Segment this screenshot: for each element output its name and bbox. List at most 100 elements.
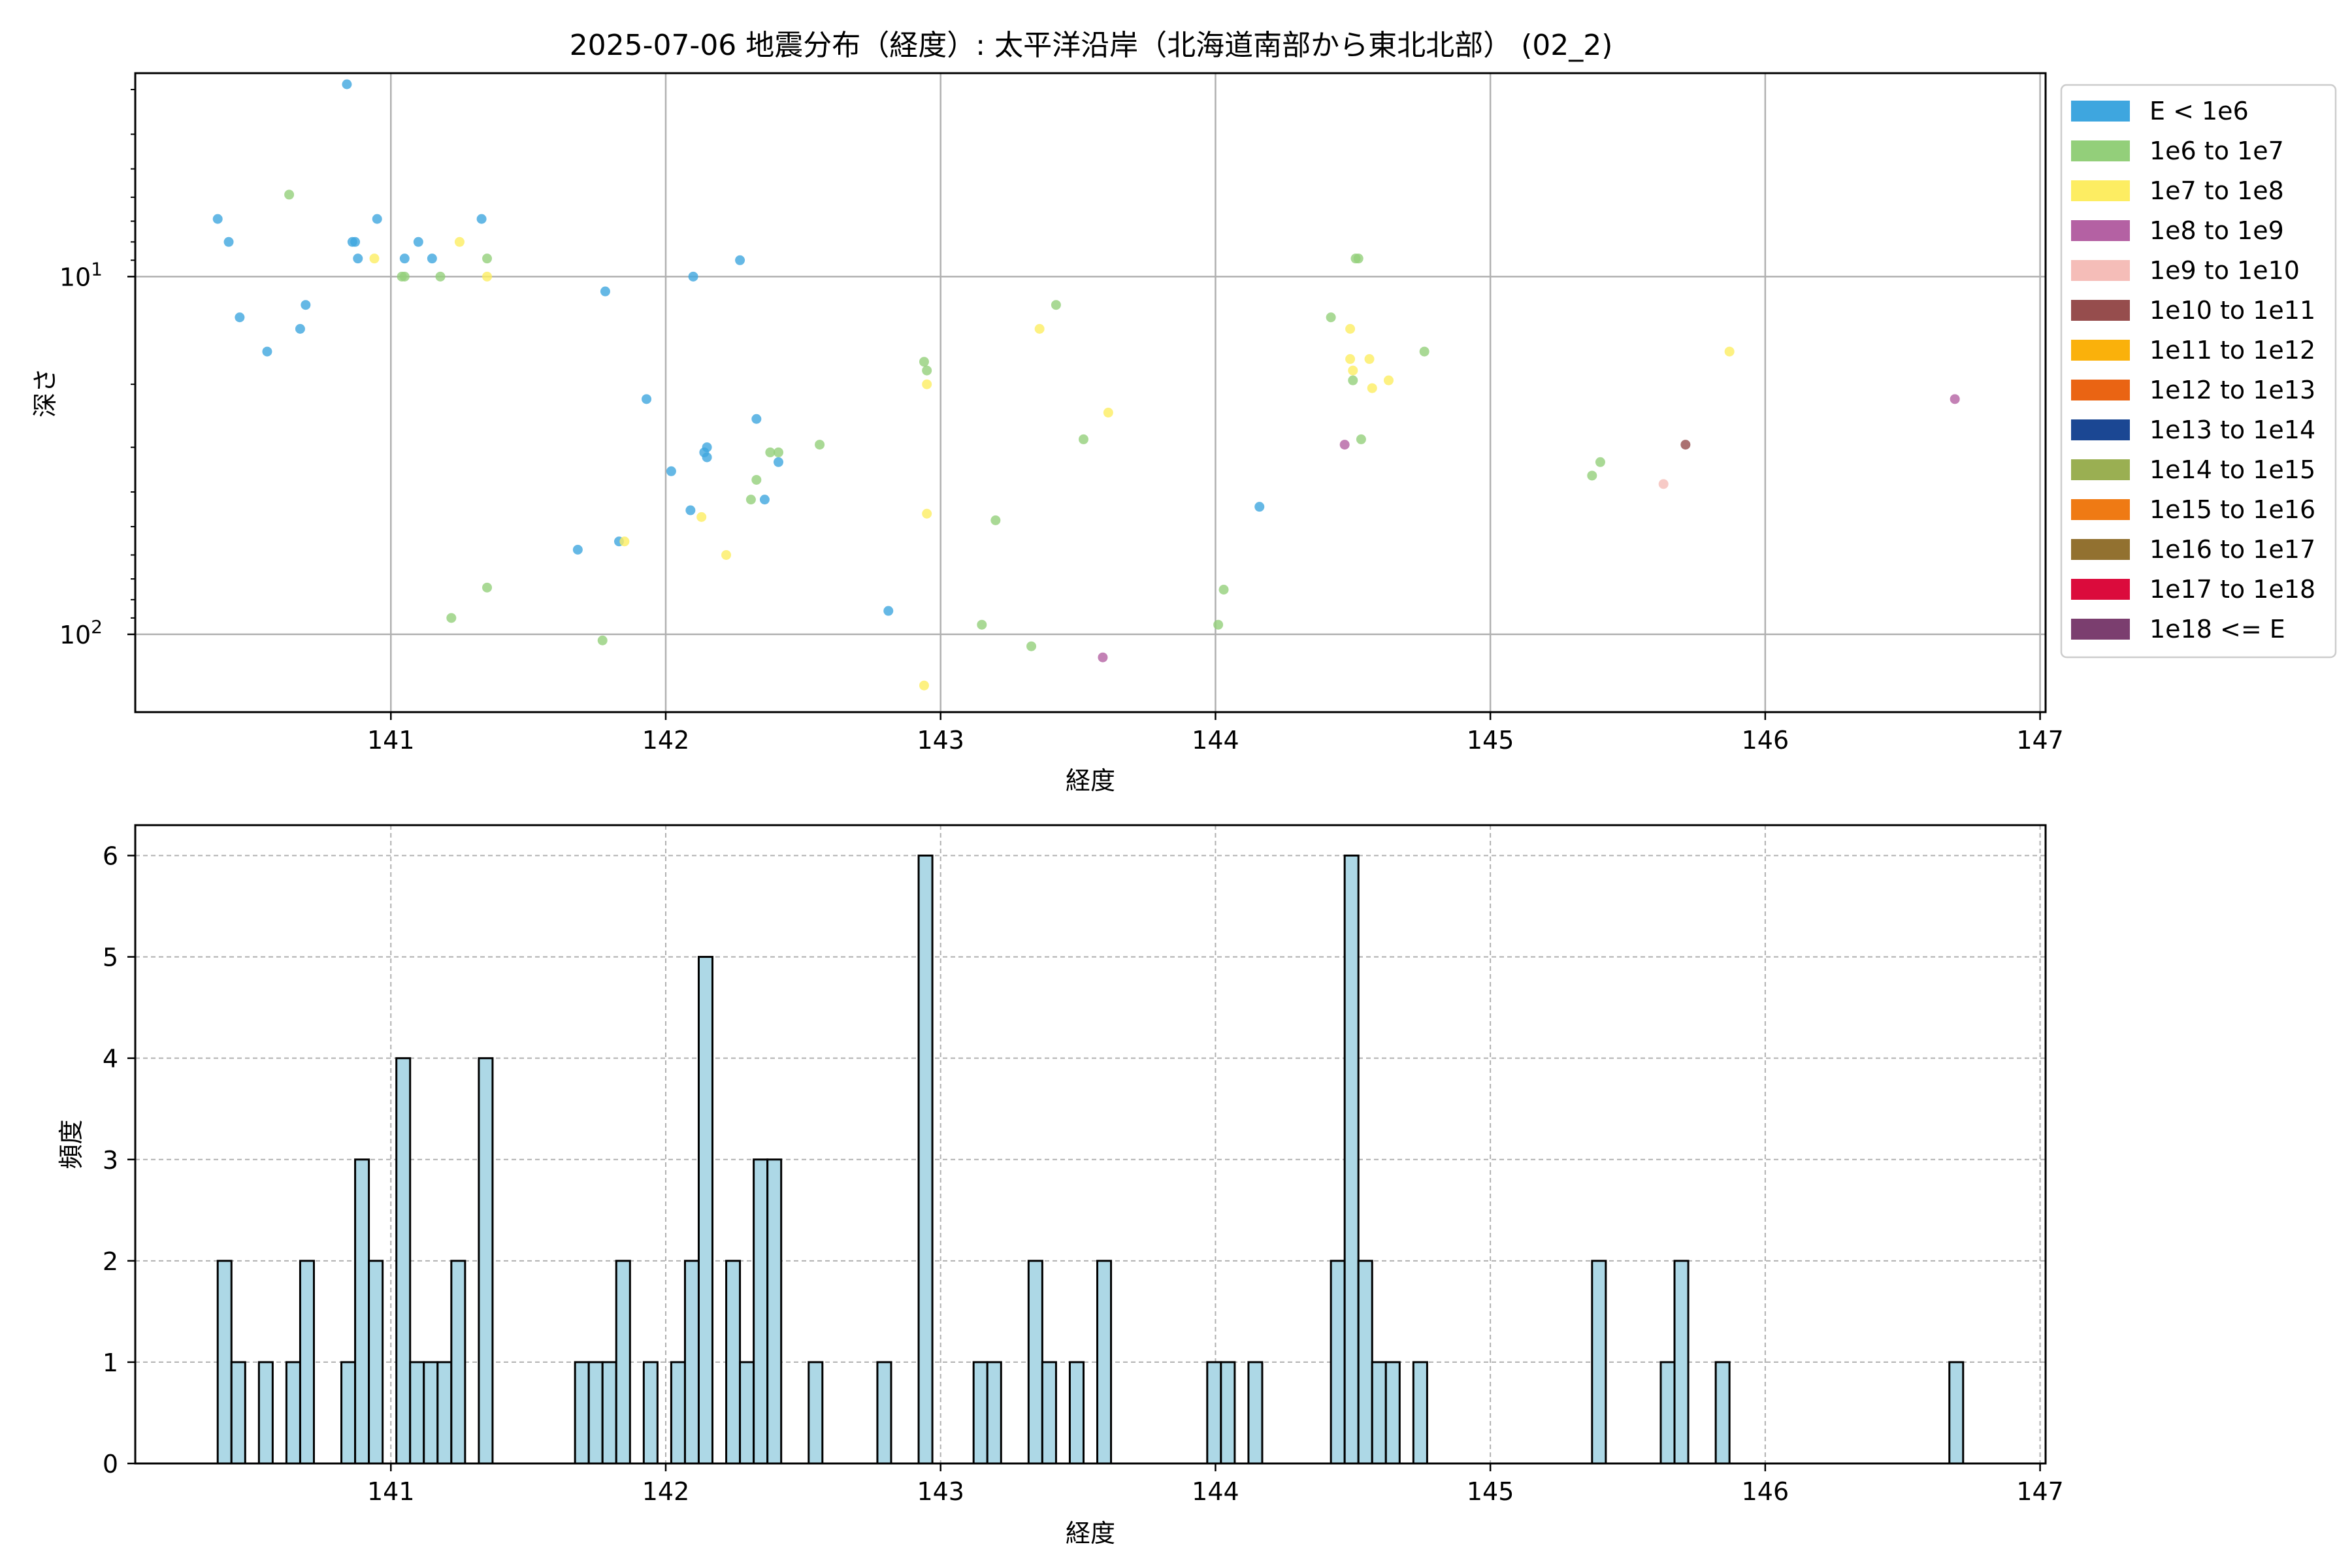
- scatter-point: [666, 466, 676, 476]
- histogram-bar: [1412, 1361, 1428, 1465]
- scatter-point: [413, 237, 423, 247]
- scatter-point: [1587, 470, 1597, 481]
- histogram-bar: [1357, 1260, 1373, 1465]
- histogram-y-tick-label: 5: [103, 943, 118, 972]
- histogram-bar: [1343, 855, 1360, 1465]
- histogram-bar: [230, 1361, 246, 1465]
- scatter-point: [1034, 323, 1045, 334]
- histogram-bar: [1714, 1361, 1731, 1465]
- scatter-point: [235, 312, 245, 323]
- scatter-point: [1353, 253, 1364, 264]
- scatter-point: [482, 253, 493, 264]
- scatter-gridlines: [135, 73, 2046, 712]
- histogram-bar: [1220, 1361, 1236, 1465]
- histogram-bar: [478, 1057, 494, 1465]
- scatter-y-tick-label: 101: [59, 258, 103, 291]
- legend-swatch: [2071, 140, 2130, 161]
- scatter-x-tick-label: 147: [2016, 726, 2064, 755]
- scatter-point: [353, 253, 363, 264]
- legend-label: 1e8 to 1e9: [2149, 216, 2284, 245]
- histogram-bar: [1948, 1361, 1965, 1465]
- legend-label: 1e10 to 1e11: [2149, 296, 2315, 325]
- scatter-y-tick-exponent: 2: [91, 616, 103, 638]
- scatter-point: [773, 447, 783, 457]
- scatter-point: [295, 323, 305, 334]
- scatter-point: [301, 300, 311, 310]
- histogram-x-tick-label: 143: [917, 1477, 964, 1506]
- legend-label: 1e16 to 1e17: [2149, 535, 2315, 564]
- legend-swatch: [2071, 579, 2130, 600]
- histogram-bar: [257, 1361, 274, 1465]
- scatter-point: [1345, 354, 1356, 365]
- scatter-point: [1345, 323, 1356, 334]
- scatter-point: [1326, 312, 1336, 323]
- histogram-axes-frame: [134, 824, 2047, 1465]
- scatter-x-axis-label: 経度: [1066, 766, 1115, 795]
- legend-swatch: [2071, 619, 2130, 640]
- legend-label: 1e14 to 1e15: [2149, 455, 2315, 484]
- scatter-ticks: 141 142 143 144 145 146 147 101 102: [59, 89, 2064, 755]
- scatter-point: [1051, 300, 1061, 310]
- scatter-y-tick-exponent: 1: [91, 258, 103, 280]
- histogram-x-tick-label: 147: [2016, 1477, 2064, 1506]
- histogram-bar: [1096, 1260, 1113, 1465]
- scatter-point: [454, 237, 465, 247]
- scatter-point: [751, 414, 762, 424]
- scatter-point: [1680, 440, 1691, 450]
- histogram-bar: [1041, 1361, 1057, 1465]
- histogram-bar: [1371, 1361, 1387, 1465]
- scatter-point: [922, 508, 932, 519]
- legend-swatch: [2071, 180, 2130, 201]
- histogram-x-tick-label: 142: [642, 1477, 690, 1506]
- scatter-point: [1339, 440, 1350, 450]
- histogram-ticks: 141 142 143 144 145 146 147 0 1 2 3 4 5 6: [103, 842, 2064, 1506]
- scatter-x-tick-label: 145: [1467, 726, 1514, 755]
- legend-label: E < 1e6: [2149, 97, 2249, 125]
- scatter-point: [883, 606, 894, 616]
- scatter-point: [922, 365, 932, 376]
- scatter-point: [223, 237, 234, 247]
- scatter-x-tick-label: 146: [1742, 726, 1789, 755]
- histogram-bar: [1384, 1361, 1401, 1465]
- scatter-point: [399, 271, 410, 282]
- histogram-bar: [725, 1260, 742, 1465]
- scatter-point: [572, 544, 583, 555]
- scatter-x-tick-label: 143: [917, 726, 964, 755]
- scatter-point: [990, 515, 1001, 525]
- histogram-bar: [739, 1361, 755, 1465]
- legend-swatch: [2071, 340, 2130, 361]
- scatter-point: [1724, 346, 1735, 357]
- histogram-bar: [986, 1361, 1002, 1465]
- histogram-bar: [670, 1361, 686, 1465]
- scatter-point: [1098, 652, 1108, 662]
- scatter-y-tick-label: 102: [59, 616, 103, 649]
- scatter-point: [1595, 457, 1605, 467]
- scatter-point: [1348, 375, 1358, 385]
- scatter-x-tick-label: 142: [642, 726, 690, 755]
- scatter-axes-frame: [134, 72, 2047, 713]
- scatter-point: [702, 442, 712, 453]
- scatter-point: [1078, 434, 1088, 444]
- scatter-point: [1213, 619, 1224, 630]
- histogram-x-tick-label: 146: [1742, 1477, 1789, 1506]
- legend-box: [2060, 84, 2337, 659]
- legend-swatch: [2071, 380, 2130, 400]
- legend-swatch: [2071, 459, 2130, 480]
- scatter-point: [427, 253, 437, 264]
- histogram-y-tick-label: 0: [103, 1450, 118, 1478]
- scatter-point: [600, 286, 610, 297]
- scatter-point: [1218, 585, 1229, 595]
- histogram-bar: [587, 1361, 604, 1465]
- histogram-y-tick-label: 2: [103, 1247, 118, 1276]
- legend-label: 1e6 to 1e7: [2149, 137, 2284, 165]
- scatter-point: [350, 237, 361, 247]
- scatter-point: [284, 189, 295, 200]
- scatter-point: [919, 680, 929, 691]
- scatter-point: [1658, 479, 1669, 489]
- scatter-point: [696, 512, 707, 522]
- histogram-bar: [216, 1260, 233, 1465]
- legend-swatch: [2071, 499, 2130, 520]
- histogram-bar: [601, 1361, 617, 1465]
- legend-swatch: [2071, 419, 2130, 440]
